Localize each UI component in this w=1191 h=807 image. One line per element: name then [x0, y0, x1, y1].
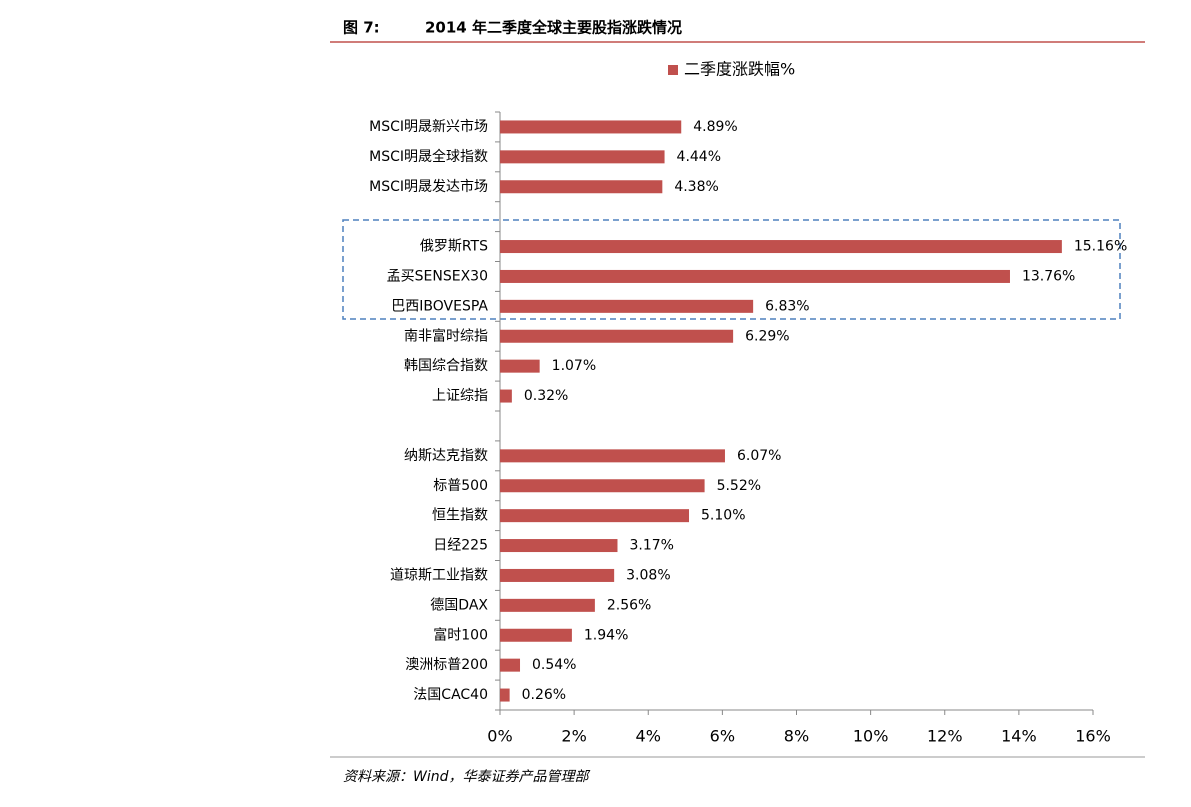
value-label: 0.26%	[522, 687, 566, 703]
bar	[500, 479, 705, 493]
legend-label: 二季度涨跌幅%	[684, 60, 795, 79]
y-tick-label: 标普500	[433, 478, 488, 494]
value-label: 0.54%	[532, 657, 576, 673]
bar	[500, 539, 618, 553]
y-tick-label: 法国CAC40	[413, 687, 488, 703]
value-label: 6.07%	[737, 448, 781, 464]
y-tick-label: 纳斯达克指数	[404, 448, 488, 464]
bar	[500, 389, 512, 403]
value-label: 2.56%	[607, 597, 651, 613]
y-tick-label: 孟买SENSEX30	[387, 268, 488, 284]
x-tick-label: 16%	[1075, 727, 1111, 746]
bar	[500, 359, 540, 373]
bar	[500, 150, 665, 164]
value-label: 6.83%	[765, 298, 809, 314]
y-tick-label: 日经225	[433, 538, 488, 554]
y-tick-label: MSCI明晟新兴市场	[369, 118, 488, 135]
value-label: 3.17%	[629, 538, 673, 554]
y-tick-label: 德国DAX	[430, 597, 488, 613]
bar	[500, 658, 521, 672]
source: 资料来源：Wind，华泰证券产品管理部	[343, 769, 590, 785]
x-tick-label: 6%	[710, 727, 735, 746]
value-label: 6.29%	[745, 328, 789, 344]
value-label: 15.16%	[1074, 239, 1127, 255]
bar	[500, 180, 663, 194]
x-tick-label: 12%	[927, 727, 963, 746]
figure-label: 图 7:	[343, 19, 380, 37]
y-tick-label: MSCI明晟全球指数	[369, 148, 488, 165]
x-tick-label: 2%	[561, 727, 586, 746]
y-tick-label: 上证综指	[432, 388, 488, 404]
value-label: 4.38%	[674, 179, 718, 195]
chart-title: 2014 年二季度全球主要股指涨跌情况	[425, 19, 682, 37]
bar	[500, 240, 1062, 254]
bar	[500, 568, 615, 582]
y-tick-label: 俄罗斯RTS	[420, 239, 488, 255]
legend-swatch	[668, 65, 678, 75]
y-tick-label: 道琼斯工业指数	[390, 567, 488, 583]
y-tick-label: MSCI明晟发达市场	[369, 178, 488, 195]
bar	[500, 269, 1010, 283]
bar	[500, 628, 572, 642]
bar	[500, 329, 734, 343]
value-label: 1.94%	[584, 627, 628, 643]
value-label: 4.44%	[677, 149, 721, 165]
bar	[500, 299, 754, 313]
bar	[500, 509, 690, 523]
x-tick-label: 14%	[1001, 727, 1037, 746]
value-label: 5.52%	[717, 478, 761, 494]
bar	[500, 449, 725, 463]
y-tick-label: 富时100	[433, 626, 488, 643]
value-label: 4.89%	[693, 119, 737, 135]
y-tick-label: 南非富时综指	[404, 327, 488, 344]
value-label: 13.76%	[1022, 268, 1075, 284]
bar	[500, 598, 595, 612]
bar	[500, 688, 510, 702]
x-tick-label: 0%	[487, 727, 512, 746]
value-label: 1.07%	[552, 358, 596, 374]
x-tick-label: 8%	[784, 727, 809, 746]
value-label: 3.08%	[626, 567, 670, 583]
bar	[500, 120, 682, 134]
highlight-box	[342, 219, 1121, 320]
y-tick-label: 恒生指数	[432, 508, 488, 524]
x-tick-label: 4%	[636, 727, 661, 746]
value-label: 5.10%	[701, 508, 745, 524]
x-tick-label: 10%	[853, 727, 889, 746]
y-tick-label: 巴西IBOVESPA	[391, 298, 488, 314]
y-tick-label: 澳洲标普200	[405, 657, 488, 673]
y-tick-label: 韩国综合指数	[404, 358, 488, 374]
value-label: 0.32%	[524, 388, 568, 404]
